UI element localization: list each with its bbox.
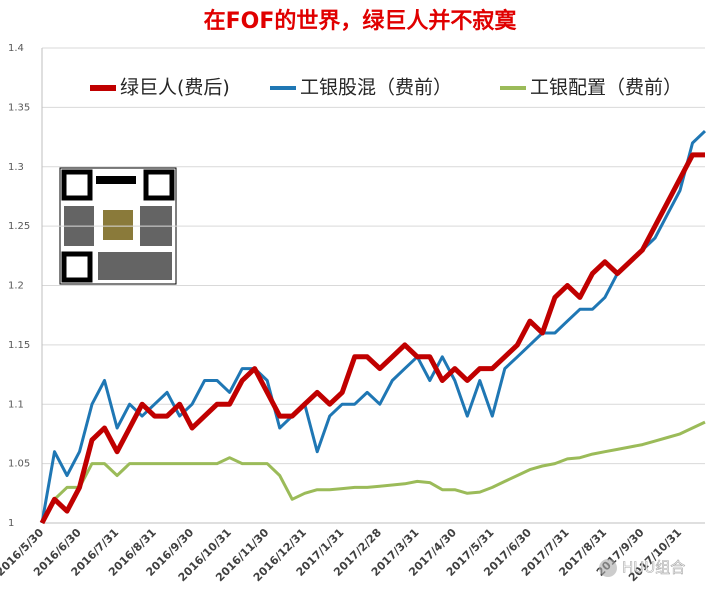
series-line [40,420,706,524]
legend-label: 工银股混（费前） [300,77,452,99]
y-tick-label: 1.2 [8,281,24,292]
series-line [40,130,707,524]
y-tick-label: 1.3 [8,162,24,173]
legend-label: 工银配置（费前） [530,77,682,99]
series-line [39,152,705,525]
y-tick-label: 1.05 [8,459,30,470]
y-tick-label: 1.25 [8,221,30,232]
watermark: HUU组合 [622,559,685,577]
y-tick-label: 1.4 [8,43,24,54]
y-tick-label: 1.15 [8,340,30,351]
y-tick-label: 1 [8,518,14,529]
watermark-icon [599,559,617,577]
legend-label: 绿巨人(费后) [120,77,230,99]
y-tick-label: 1.1 [8,399,24,410]
y-tick-label: 1.35 [8,102,30,113]
chart-title: 在FOF的世界，绿巨人并不寂寞 [204,8,518,34]
